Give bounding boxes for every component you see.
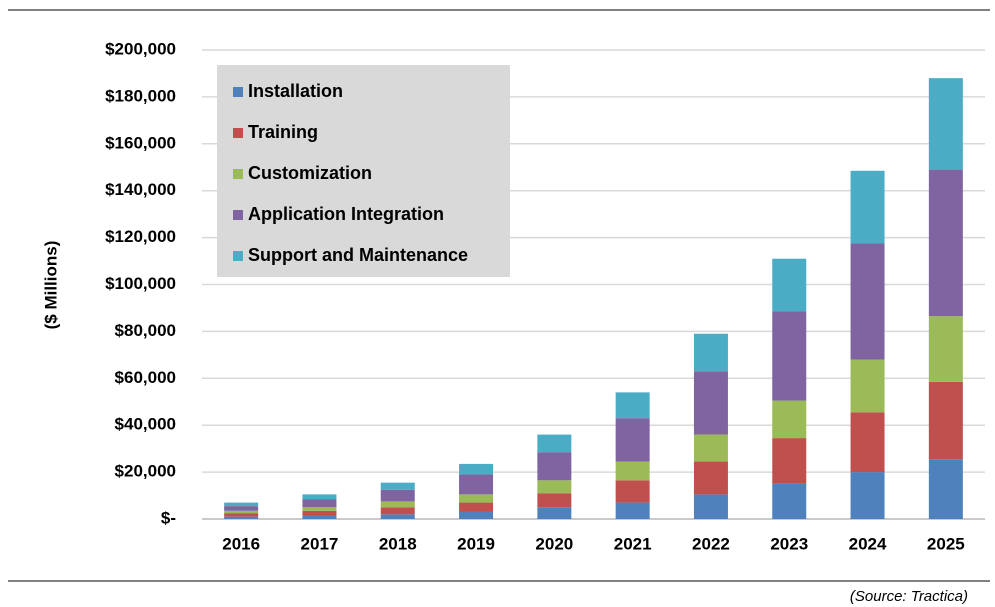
bar-segment xyxy=(693,434,728,462)
bar-segment xyxy=(302,510,337,516)
bar-segment xyxy=(224,506,259,511)
bar-segment xyxy=(928,78,963,170)
y-tick-label: $180,000 xyxy=(105,86,176,105)
legend-swatch xyxy=(233,87,243,97)
bar-segment xyxy=(537,480,572,494)
bar-segment xyxy=(850,170,885,244)
bar-segment xyxy=(459,494,494,503)
legend-label: Installation xyxy=(248,81,343,101)
bar-segment xyxy=(302,494,337,500)
bar-segment xyxy=(459,463,494,475)
y-tick-label: $200,000 xyxy=(105,39,176,58)
bar-segment xyxy=(537,507,572,519)
bar-segment xyxy=(380,501,415,508)
bar-segment xyxy=(615,502,650,519)
legend-label: Customization xyxy=(248,163,372,183)
y-tick-label: $- xyxy=(161,508,176,527)
bar-segment xyxy=(224,502,259,507)
bar-segment xyxy=(224,513,259,517)
y-tick-label: $40,000 xyxy=(115,415,176,434)
x-tick-label: 2022 xyxy=(692,534,730,553)
y-tick-label: $80,000 xyxy=(115,321,176,340)
y-tick-label: $140,000 xyxy=(105,180,176,199)
bar-segment xyxy=(302,515,337,519)
y-axis-label: ($ Millions) xyxy=(41,241,60,330)
x-tick-label: 2019 xyxy=(457,534,495,553)
bar-segment xyxy=(850,412,885,473)
bar-segment xyxy=(459,511,494,519)
bar-segment xyxy=(850,243,885,360)
bar-segment xyxy=(459,474,494,495)
bar-segment xyxy=(615,418,650,462)
bar-segment xyxy=(928,459,963,519)
bar-segment xyxy=(772,400,807,439)
legend-swatch xyxy=(233,251,243,261)
y-tick-label: $100,000 xyxy=(105,274,176,293)
legend-label: Training xyxy=(248,122,318,142)
legend-box xyxy=(217,65,510,277)
bar-segment xyxy=(459,502,494,512)
bar-segment xyxy=(615,392,650,419)
bar-segment xyxy=(693,371,728,435)
x-tick-label: 2023 xyxy=(770,534,808,553)
bar-segment xyxy=(302,499,337,508)
bar-segment xyxy=(302,507,337,511)
bar-segment xyxy=(693,333,728,372)
bar-segment xyxy=(380,482,415,490)
x-tick-label: 2016 xyxy=(222,534,260,553)
legend-label: Support and Maintenance xyxy=(248,245,468,265)
x-tick-label: 2018 xyxy=(379,534,417,553)
bar-segment xyxy=(537,452,572,481)
bar-segment xyxy=(693,461,728,495)
bar-segment xyxy=(928,169,963,317)
legend-swatch xyxy=(233,210,243,220)
bar-segment xyxy=(693,494,728,519)
bar-segment xyxy=(850,472,885,519)
bar-segment xyxy=(615,480,650,503)
x-tick-label: 2025 xyxy=(927,534,965,553)
y-tick-label: $160,000 xyxy=(105,133,176,152)
bar-segment xyxy=(928,316,963,382)
bar-segment xyxy=(380,507,415,515)
bar-segment xyxy=(537,493,572,508)
bar-segment xyxy=(615,461,650,481)
x-tick-label: 2024 xyxy=(849,534,887,553)
bar-segment xyxy=(772,483,807,519)
x-tick-label: 2021 xyxy=(614,534,652,553)
source: (Source: Tractica) xyxy=(850,588,968,605)
y-tick-label: $60,000 xyxy=(115,368,176,387)
y-tick-label: $20,000 xyxy=(115,462,176,481)
legend-label: Application Integration xyxy=(248,204,444,224)
bar-segment xyxy=(772,258,807,312)
x-tick-label: 2020 xyxy=(535,534,573,553)
bar-segment xyxy=(537,434,572,453)
bar-segment xyxy=(772,438,807,484)
bar-segment xyxy=(380,489,415,502)
x-tick-label: 2017 xyxy=(301,534,339,553)
legend-swatch xyxy=(233,128,243,138)
bar-segment xyxy=(380,514,415,519)
y-tick-label: $120,000 xyxy=(105,227,176,246)
bar-segment xyxy=(224,516,259,519)
bar-segment xyxy=(928,381,963,460)
legend-swatch xyxy=(233,169,243,179)
bar-segment xyxy=(850,359,885,413)
bar-segment xyxy=(224,510,259,514)
bar-segment xyxy=(772,311,807,401)
